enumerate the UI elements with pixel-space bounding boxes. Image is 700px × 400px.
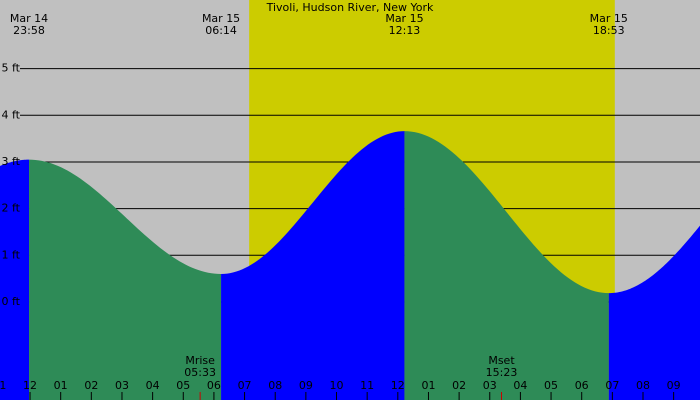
extreme-time: 06:14	[205, 24, 237, 37]
x-tick-label: 07	[238, 379, 252, 392]
tide-area	[404, 131, 609, 400]
x-tick-label: 07	[605, 379, 619, 392]
x-tick-label: 10	[330, 379, 344, 392]
moon-time: 15:23	[486, 366, 518, 379]
moon-label: Mrise	[185, 354, 215, 367]
x-tick-label: 03	[115, 379, 129, 392]
extreme-date: Mar 15	[385, 12, 423, 25]
x-tick-label: 03	[483, 379, 497, 392]
x-tick-label: 05	[176, 379, 190, 392]
x-tick-label: 06	[207, 379, 221, 392]
chart-title: Tivoli, Hudson River, New York	[266, 1, 434, 14]
y-tick-label: 3 ft	[2, 155, 21, 168]
extreme-time: 23:58	[13, 24, 45, 37]
x-tick-label: 12	[23, 379, 37, 392]
x-tick-label: 12	[391, 379, 405, 392]
x-tick-label: 02	[84, 379, 98, 392]
y-tick-label: 2 ft	[2, 202, 21, 215]
x-tick-label: 01	[54, 379, 68, 392]
y-tick-label: 0 ft	[2, 295, 21, 308]
extreme-date: Mar 15	[590, 12, 628, 25]
x-tick-label: 01	[421, 379, 435, 392]
tide-area	[221, 131, 405, 400]
x-tick-label: 09	[299, 379, 313, 392]
extreme-date: Mar 14	[10, 12, 48, 25]
moon-label: Mset	[488, 354, 515, 367]
x-tick-label: 02	[452, 379, 466, 392]
extreme-time: 12:13	[389, 24, 421, 37]
x-tick-label: 11	[360, 379, 374, 392]
x-tick-label: 11	[0, 379, 6, 392]
x-tick-label: 04	[513, 379, 527, 392]
extreme-time: 18:53	[593, 24, 625, 37]
tide-area	[608, 225, 700, 400]
y-tick-label: 4 ft	[2, 108, 21, 121]
x-tick-label: 09	[667, 379, 681, 392]
x-tick-label: 04	[146, 379, 160, 392]
y-tick-label: 5 ft	[2, 62, 21, 75]
x-tick-label: 08	[268, 379, 282, 392]
x-tick-label: 05	[544, 379, 558, 392]
x-tick-label: 06	[575, 379, 589, 392]
x-tick-label: 08	[636, 379, 650, 392]
tide-area	[0, 159, 30, 400]
moon-time: 05:33	[184, 366, 216, 379]
tide-area	[29, 159, 222, 400]
extreme-date: Mar 15	[202, 12, 240, 25]
y-tick-label: 1 ft	[2, 248, 21, 261]
